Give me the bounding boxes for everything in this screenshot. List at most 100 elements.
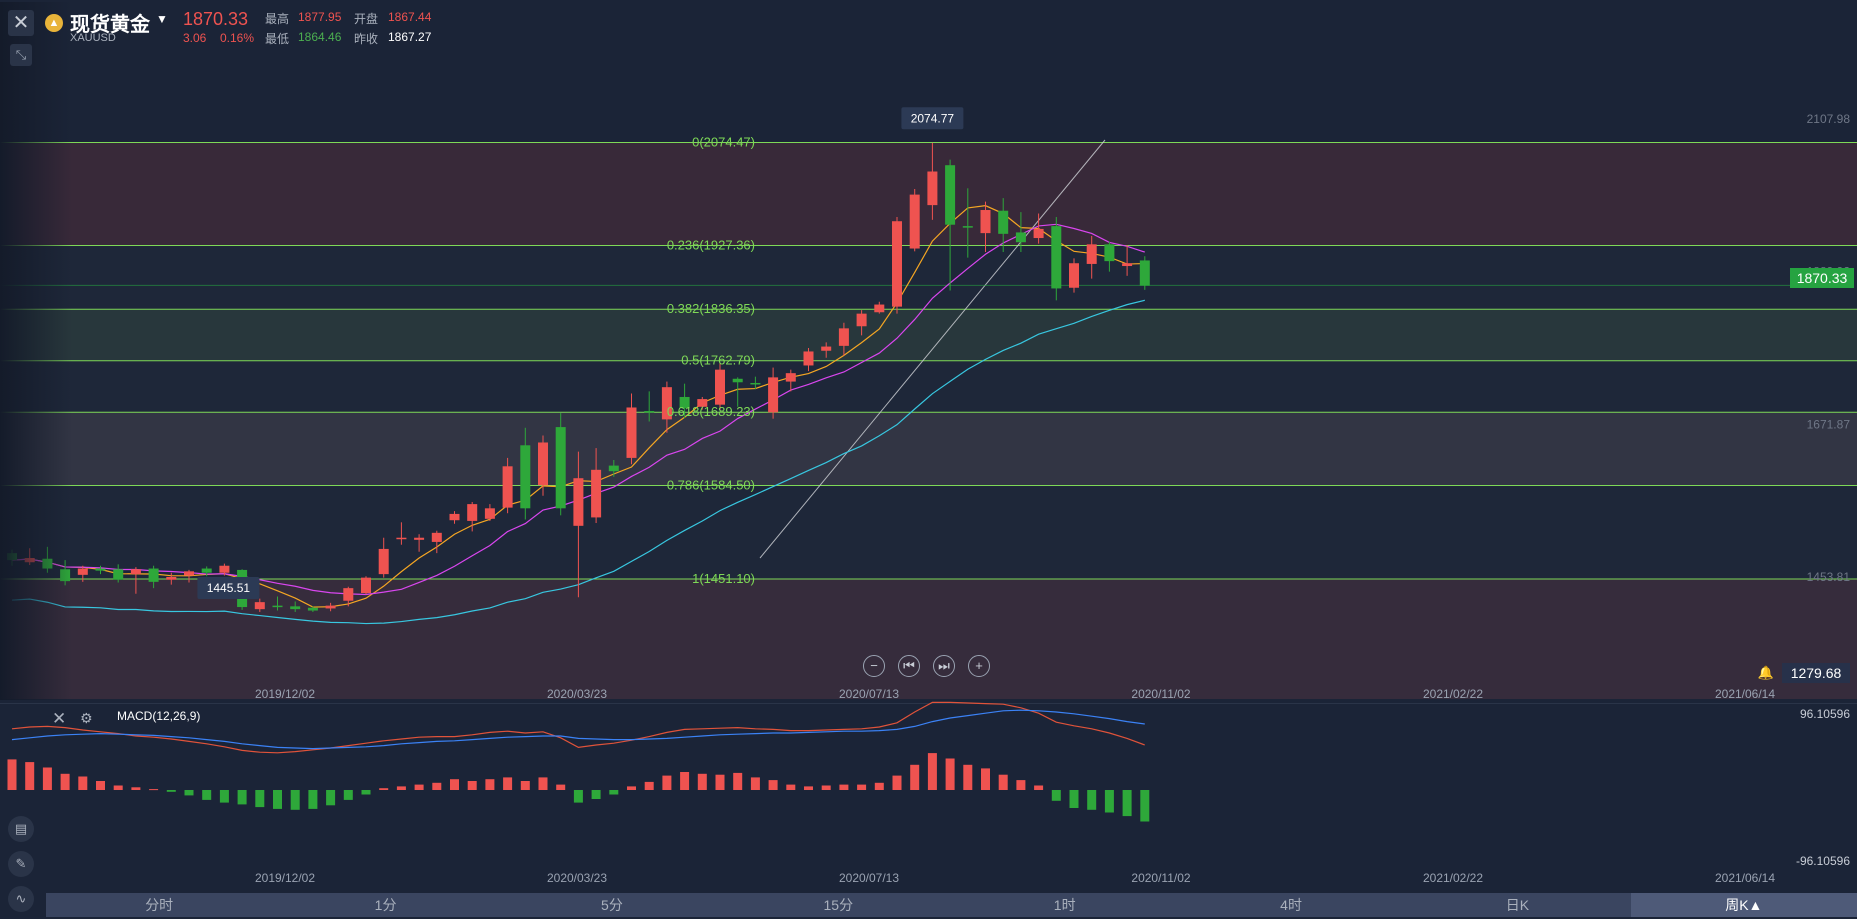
tab-timeframe[interactable]: 15分 bbox=[823, 897, 854, 913]
macd-range-bottom: -96.10596 bbox=[1796, 854, 1850, 868]
macd-bar bbox=[520, 781, 530, 790]
macd-bar bbox=[697, 773, 707, 790]
macd-date-tick: 2020/11/02 bbox=[1131, 871, 1190, 885]
draw-button[interactable]: ✎ bbox=[8, 851, 34, 877]
candle-body bbox=[378, 548, 389, 575]
date-tick: 2020/07/13 bbox=[839, 687, 899, 701]
macd-bar bbox=[680, 772, 690, 790]
candle-body bbox=[219, 565, 230, 573]
candle-body bbox=[201, 568, 212, 573]
prev-button[interactable]: ⏮ bbox=[898, 655, 920, 677]
tab-timeframe[interactable]: 日K bbox=[1505, 897, 1530, 913]
expand-button[interactable]: ⤡ bbox=[10, 44, 32, 66]
candle-body bbox=[184, 571, 194, 576]
macd-bar bbox=[1034, 785, 1044, 790]
macd-bar bbox=[733, 772, 743, 790]
price-tick: 1671.87 bbox=[1807, 417, 1851, 431]
candle-body bbox=[520, 445, 531, 509]
candle-body bbox=[679, 396, 690, 409]
candle-body bbox=[856, 313, 867, 327]
indicator-button[interactable]: ▤ bbox=[8, 816, 34, 842]
macd-date-tick: 2019/12/02 bbox=[255, 871, 315, 885]
candle-body bbox=[909, 194, 920, 249]
tab-timeframe[interactable]: 周K▲ bbox=[1630, 893, 1857, 917]
skip-forward-icon: ⏭ bbox=[938, 658, 950, 673]
macd-bar bbox=[326, 790, 336, 806]
close-button[interactable]: ✕ bbox=[8, 10, 34, 36]
gold-icon: ▲ bbox=[45, 14, 63, 32]
candle-body bbox=[1069, 263, 1079, 288]
candle-body bbox=[697, 399, 708, 407]
gear-icon[interactable]: ⚙ bbox=[80, 710, 93, 726]
macd-bar bbox=[963, 764, 973, 790]
zoom-in-button[interactable]: + bbox=[968, 655, 990, 677]
trend-line bbox=[759, 139, 1106, 559]
prev-close-label: 昨收 bbox=[354, 32, 379, 46]
macd-bar bbox=[874, 782, 884, 790]
tab-timeframe[interactable]: 5分 bbox=[601, 897, 623, 913]
candle-body bbox=[608, 465, 619, 472]
zoom-out-button[interactable]: − bbox=[863, 655, 885, 677]
tab-timeframe[interactable]: 1时 bbox=[1053, 897, 1076, 913]
candle-body bbox=[290, 606, 301, 610]
date-tick: 2019/12/02 bbox=[255, 687, 315, 701]
macd-bar bbox=[1104, 790, 1114, 813]
macd-bar bbox=[981, 768, 990, 790]
line-tool-button[interactable]: ∿ bbox=[8, 886, 34, 912]
macd-bar bbox=[503, 777, 513, 790]
macd-bar bbox=[467, 781, 477, 790]
macd-date-axis: 2019/12/02 2020/03/23 2020/07/13 2020/11/02… bbox=[255, 871, 1775, 885]
minus-icon: − bbox=[870, 658, 878, 673]
candle-body bbox=[892, 221, 902, 307]
candle-body bbox=[467, 504, 478, 521]
macd-bar bbox=[432, 782, 442, 790]
macd-close-icon[interactable]: ✕ bbox=[52, 709, 67, 728]
macd-bar bbox=[450, 779, 459, 790]
bell-icon[interactable]: 🔔 bbox=[1757, 665, 1775, 680]
next-button[interactable]: ⏭ bbox=[933, 655, 955, 677]
tab-timeframe[interactable]: 1分 bbox=[374, 897, 397, 913]
candle-body bbox=[502, 466, 513, 508]
macd-bar bbox=[202, 790, 212, 800]
macd-bar bbox=[644, 781, 654, 790]
macd-bar bbox=[42, 767, 52, 790]
macd-bar bbox=[396, 786, 406, 790]
candles-icon: ▤ bbox=[14, 821, 28, 836]
fib-zone bbox=[0, 485, 1857, 579]
macd-bar bbox=[96, 781, 105, 790]
macd-bar bbox=[131, 787, 141, 790]
candle-body bbox=[838, 328, 849, 346]
candle-body bbox=[1033, 228, 1044, 239]
macd-bar bbox=[219, 790, 229, 803]
candle-body bbox=[484, 508, 495, 519]
candle-body bbox=[1139, 260, 1150, 286]
macd-bar bbox=[361, 790, 371, 795]
macd-bar bbox=[910, 764, 920, 790]
fib-label: 0.382(1836.35) bbox=[667, 301, 755, 316]
line-chart-icon: ∿ bbox=[15, 891, 27, 906]
tab-timeframe[interactable]: 分时 bbox=[145, 897, 174, 913]
macd-bar bbox=[255, 790, 265, 808]
high-value: 1877.95 bbox=[298, 10, 342, 24]
fib-zone bbox=[0, 360, 1857, 413]
date-tick: 2021/02/22 bbox=[1423, 687, 1483, 701]
candle-body bbox=[573, 478, 584, 526]
low-label: 最低 bbox=[265, 32, 290, 46]
tab-timeframe[interactable]: 4时 bbox=[1280, 897, 1302, 913]
candle-body bbox=[661, 387, 672, 420]
symbol-name[interactable]: 现货黄金 bbox=[70, 14, 150, 36]
chevron-down-icon[interactable]: ▼ bbox=[156, 12, 168, 26]
macd-bar bbox=[768, 780, 778, 790]
macd-title: MACD(12,26,9) bbox=[117, 709, 201, 723]
high-marker-box bbox=[901, 107, 964, 130]
macd-bar bbox=[485, 779, 495, 790]
macd-bar bbox=[184, 790, 194, 796]
current-price-tag: 1870.33 bbox=[1790, 268, 1854, 288]
macd-bar bbox=[750, 777, 760, 790]
macd-bar bbox=[804, 786, 813, 790]
candle-body bbox=[396, 537, 407, 540]
macd-bar bbox=[839, 784, 849, 790]
candle-body bbox=[130, 569, 141, 575]
macd-bar bbox=[166, 790, 176, 792]
